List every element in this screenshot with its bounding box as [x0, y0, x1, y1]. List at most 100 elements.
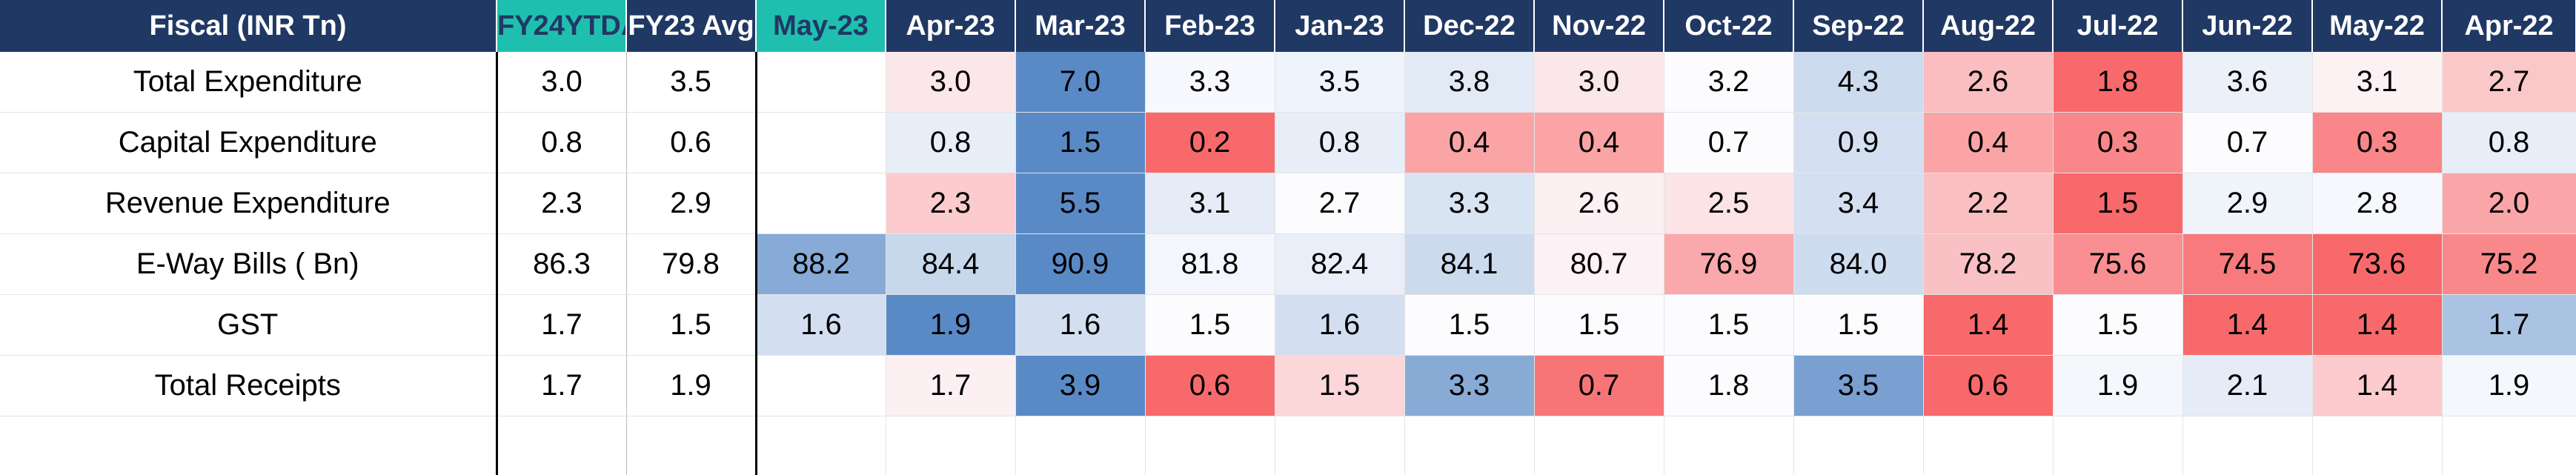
value-cell: 74.5 — [2182, 233, 2313, 295]
column-header: Jul-22 — [2053, 0, 2183, 52]
empty-cell — [756, 416, 886, 475]
header-title: Fiscal (INR Tn) — [0, 0, 497, 52]
value-cell: 78.2 — [1923, 233, 2054, 295]
table-row: E-Way Bills ( Bn) 86.3 79.8 88.2 84.4 90.9 81.… — [0, 233, 2576, 295]
value-cell: 1.9 — [886, 294, 1016, 356]
value-cell: 1.4 — [1923, 294, 2054, 356]
value-cell: 2.8 — [2312, 173, 2443, 234]
value-cell: 5.5 — [1015, 173, 1146, 234]
empty-cell — [1015, 416, 1146, 475]
value-cell: 1.8 — [2053, 52, 2183, 113]
value-cell: 2.6 — [1923, 52, 2054, 113]
header-row: Fiscal (INR Tn) FY24YTDAFY23 AvgMay-23Ap… — [0, 0, 2576, 52]
value-cell: 2.6 — [1534, 173, 1664, 234]
value-cell: 1.4 — [2312, 355, 2443, 416]
empty-cell — [0, 416, 498, 475]
value-cell: 0.9 — [1793, 112, 1924, 173]
value-cell: 2.7 — [1275, 173, 1405, 234]
value-cell: 2.3 — [497, 173, 627, 234]
column-header: FY23 Avg — [626, 0, 757, 52]
value-cell: 1.6 — [1275, 294, 1405, 356]
empty-cell — [2442, 416, 2576, 475]
value-cell: 1.6 — [1015, 294, 1146, 356]
row-label: GST — [0, 294, 498, 356]
value-cell: 84.0 — [1793, 233, 1924, 295]
table-body: Total Expenditure 3.0 3.5 3.0 7.0 3.3 3.5 3.8 3.… — [0, 52, 2576, 475]
empty-cell — [1923, 416, 2054, 475]
empty-cell — [1275, 416, 1405, 475]
row-label: E-Way Bills ( Bn) — [0, 233, 498, 295]
column-header: Oct-22 — [1664, 0, 1794, 52]
value-cell: 3.1 — [1145, 173, 1275, 234]
value-cell: 0.7 — [1534, 355, 1664, 416]
value-cell: 0.3 — [2053, 112, 2183, 173]
value-cell: 88.2 — [756, 233, 886, 295]
value-cell: 1.5 — [626, 294, 757, 356]
table-row: Total Receipts 1.7 1.9 1.7 3.9 0.6 1.5 3.3 0.7 1.… — [0, 355, 2576, 416]
value-cell: 1.5 — [1275, 355, 1405, 416]
value-cell: 1.4 — [2182, 294, 2313, 356]
value-cell: 1.5 — [2053, 294, 2183, 356]
value-cell: 0.4 — [1404, 112, 1535, 173]
empty-cell — [2312, 416, 2443, 475]
empty-cell — [2053, 416, 2183, 475]
value-cell: 3.6 — [2182, 52, 2313, 113]
empty-cell — [497, 416, 627, 475]
table-row: Total Expenditure 3.0 3.5 3.0 7.0 3.3 3.5 3.8 3.… — [0, 52, 2576, 113]
column-header: Aug-22 — [1923, 0, 2054, 52]
value-cell: 1.5 — [1793, 294, 1924, 356]
empty-cell — [756, 173, 886, 234]
column-header: Sep-22 — [1793, 0, 1924, 52]
value-cell: 3.5 — [1275, 52, 1405, 113]
value-cell: 1.5 — [1664, 294, 1794, 356]
empty-cell — [1145, 416, 1275, 475]
value-cell: 1.9 — [626, 355, 757, 416]
empty-cell — [756, 355, 886, 416]
value-cell: 0.6 — [1145, 355, 1275, 416]
value-cell: 3.1 — [2312, 52, 2443, 113]
empty-cell — [2182, 416, 2313, 475]
value-cell: 1.5 — [1015, 112, 1146, 173]
value-cell: 1.9 — [2053, 355, 2183, 416]
value-cell: 1.5 — [2053, 173, 2183, 234]
column-header: Jun-22 — [2182, 0, 2313, 52]
value-cell: 80.7 — [1534, 233, 1664, 295]
value-cell: 0.8 — [2442, 112, 2576, 173]
row-label: Total Receipts — [0, 355, 498, 416]
value-cell: 0.6 — [626, 112, 757, 173]
value-cell: 0.8 — [497, 112, 627, 173]
empty-cell — [1404, 416, 1535, 475]
value-cell: 73.6 — [2312, 233, 2443, 295]
value-cell: 1.8 — [1664, 355, 1794, 416]
value-cell: 81.8 — [1145, 233, 1275, 295]
value-cell: 86.3 — [497, 233, 627, 295]
value-cell: 82.4 — [1275, 233, 1405, 295]
value-cell: 84.4 — [886, 233, 1016, 295]
value-cell: 3.3 — [1404, 173, 1535, 234]
row-label: Revenue Expenditure — [0, 173, 498, 234]
value-cell: 79.8 — [626, 233, 757, 295]
value-cell: 0.4 — [1923, 112, 2054, 173]
value-cell: 75.2 — [2442, 233, 2576, 295]
value-cell: 1.7 — [497, 294, 627, 356]
empty-cell — [1534, 416, 1664, 475]
value-cell: 2.5 — [1664, 173, 1794, 234]
value-cell: 2.0 — [2442, 173, 2576, 234]
value-cell: 0.7 — [1664, 112, 1794, 173]
value-cell: 1.4 — [2312, 294, 2443, 356]
table-row: Revenue Expenditure 2.3 2.9 2.3 5.5 3.1 2.7 3.3… — [0, 173, 2576, 234]
value-cell: 7.0 — [1015, 52, 1146, 113]
value-cell: 1.9 — [2442, 355, 2576, 416]
value-cell: 1.5 — [1534, 294, 1664, 356]
empty-cell — [1793, 416, 1924, 475]
value-cell: 0.8 — [1275, 112, 1405, 173]
row-label: Total Expenditure — [0, 52, 498, 113]
row-label: Capital Expenditure — [0, 112, 498, 173]
empty-cell — [626, 416, 757, 475]
value-cell: 2.1 — [2182, 355, 2313, 416]
table-row: Capital Expenditure 0.8 0.6 0.8 1.5 0.2 0.8 0.4… — [0, 112, 2576, 173]
value-cell: 3.3 — [1145, 52, 1275, 113]
value-cell: 84.1 — [1404, 233, 1535, 295]
table-row: GST 1.7 1.5 1.6 1.9 1.6 1.5 1.6 1.5 1.5 1.5 1.5 1.4 1… — [0, 294, 2576, 356]
